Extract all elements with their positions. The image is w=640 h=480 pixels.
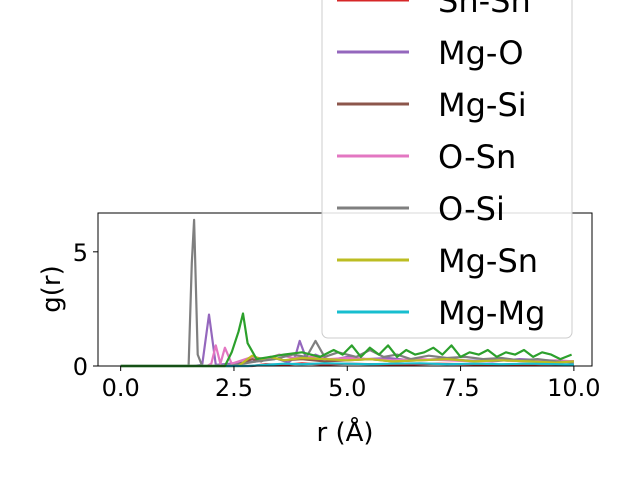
y-tick-label: 0 bbox=[73, 353, 88, 381]
legend-label: O-Si bbox=[438, 190, 505, 228]
legend-label: Mg-Si bbox=[438, 86, 527, 124]
x-axis-label: r (Å) bbox=[316, 416, 373, 448]
legend-box bbox=[321, 0, 573, 339]
x-tick-label: 5.0 bbox=[328, 374, 366, 402]
legend-label: Mg-Sn bbox=[438, 242, 538, 280]
y-axis-label: g(r) bbox=[37, 265, 67, 312]
series-line-o-si bbox=[120, 218, 574, 368]
series-line-mg-mg bbox=[120, 362, 574, 368]
x-tick-label: 7.5 bbox=[441, 374, 479, 402]
x-tick-label: 2.5 bbox=[215, 374, 253, 402]
y-ticks: 05 bbox=[73, 239, 98, 381]
series-line-unlabeled-7 bbox=[120, 312, 573, 368]
legend-label: Sn-Sn bbox=[438, 0, 531, 20]
legend: Sn-Sn Mg-O Mg-Si O-Sn O-Si Mg-Sn Mg-Mg bbox=[321, 0, 573, 339]
legend-label: Mg-O bbox=[438, 34, 524, 72]
legend-label: Mg-Mg bbox=[438, 294, 545, 332]
x-tick-label: 10.0 bbox=[547, 374, 600, 402]
x-tick-label: 0.0 bbox=[102, 374, 140, 402]
legend-label: O-Sn bbox=[438, 138, 516, 176]
y-tick-label: 5 bbox=[73, 239, 88, 267]
plot-lines bbox=[120, 218, 574, 368]
x-ticks: 0.0 2.5 5.0 7.5 10.0 bbox=[102, 366, 601, 402]
